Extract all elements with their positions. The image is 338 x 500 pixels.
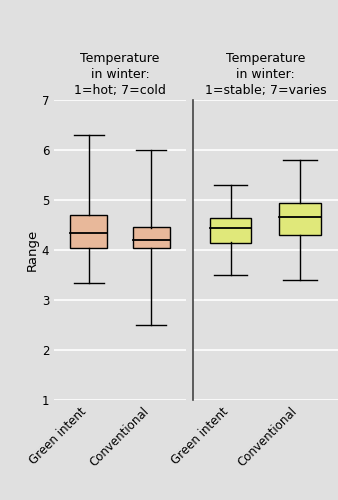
Bar [132, 228, 170, 248]
Y-axis label: Range: Range [26, 229, 39, 271]
Bar [70, 215, 107, 248]
Title: Temperature
in winter:
1=hot; 7=cold: Temperature in winter: 1=hot; 7=cold [74, 52, 166, 98]
Bar [210, 218, 251, 242]
Bar [279, 202, 321, 235]
Title: Temperature
in winter:
1=stable; 7=varies: Temperature in winter: 1=stable; 7=varie… [204, 52, 326, 98]
